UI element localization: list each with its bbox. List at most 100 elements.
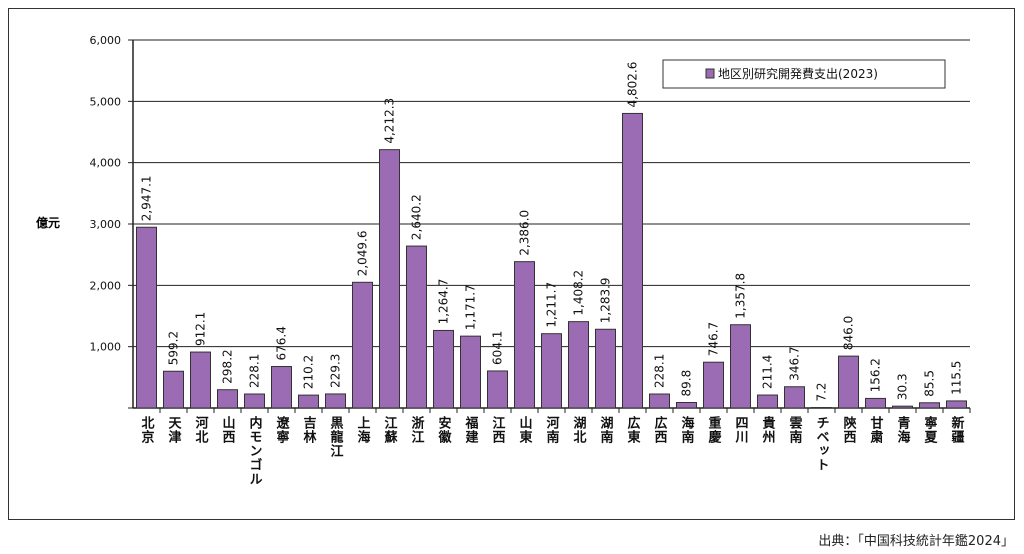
data-label: 604.1	[491, 331, 505, 365]
x-category-label: 貴州	[759, 416, 775, 444]
bar	[271, 366, 292, 409]
data-label: 746.7	[707, 322, 721, 356]
x-category-label: 天津	[165, 416, 181, 444]
data-label: 912.1	[194, 312, 208, 346]
bar	[703, 361, 724, 409]
bar	[838, 355, 859, 409]
x-category-label: 北京	[138, 416, 154, 444]
y-tick-label: 6,000	[90, 34, 122, 47]
x-category-label: 広東	[624, 416, 640, 444]
legend-swatch	[705, 68, 715, 79]
legend-label: 地区別研究開発費支出(2023)	[718, 66, 878, 81]
x-category-label: 安徽	[435, 416, 451, 444]
x-category-label: 山西	[219, 416, 235, 444]
x-category-label: 内モンゴル	[246, 416, 262, 486]
x-category-label: 河北	[192, 416, 208, 444]
bar	[163, 370, 184, 409]
bar	[352, 281, 373, 409]
x-category-label: 甘粛	[867, 416, 883, 444]
x-category-label: 黒龍江	[327, 416, 343, 458]
data-label: 4,212.3	[383, 98, 397, 144]
data-label: 1,211.7	[545, 282, 559, 328]
x-category-label: 江西	[489, 416, 505, 444]
bar	[919, 402, 940, 409]
data-label: 7.2	[815, 382, 829, 401]
bar	[946, 400, 967, 409]
data-label: 346.7	[788, 346, 802, 380]
bar	[460, 335, 481, 409]
source-note: 出典：「中国科技統計年鑑2024」	[818, 534, 1014, 549]
bar	[325, 393, 346, 409]
data-label: 4,802.6	[626, 62, 640, 108]
chart-frame	[8, 8, 1015, 520]
bar	[136, 226, 157, 409]
bar	[514, 261, 535, 409]
data-label: 676.4	[275, 326, 289, 360]
data-label: 211.4	[761, 355, 775, 389]
x-category-label: 河南	[543, 416, 559, 444]
bar	[784, 386, 805, 409]
data-label: 2,947.1	[140, 175, 154, 221]
x-category-label: チベット	[813, 416, 829, 472]
data-label: 156.2	[869, 358, 883, 392]
bar	[541, 333, 562, 409]
bar	[217, 389, 238, 409]
bar	[487, 370, 508, 409]
x-category-label: 遼寧	[273, 416, 289, 444]
data-label: 228.1	[248, 354, 262, 388]
bar	[190, 351, 211, 409]
data-label: 30.3	[896, 373, 910, 400]
data-label: 89.8	[680, 370, 694, 397]
data-label: 85.5	[923, 370, 937, 397]
bar	[298, 394, 319, 409]
data-label: 846.0	[842, 316, 856, 350]
x-category-label: 湖北	[570, 416, 586, 444]
x-category-label: 上海	[354, 416, 370, 444]
data-label: 1,171.7	[464, 284, 478, 330]
x-category-label: 浙江	[408, 416, 424, 444]
data-label: 298.2	[221, 349, 235, 383]
bar	[595, 328, 616, 409]
x-category-label: 広西	[651, 416, 667, 444]
data-label: 115.5	[950, 361, 964, 395]
x-category-label: 江蘇	[381, 416, 397, 444]
x-category-label: 四川	[732, 416, 748, 444]
bar	[676, 401, 697, 409]
data-label: 2,640.2	[410, 194, 424, 240]
bar	[865, 397, 886, 409]
data-label: 229.3	[329, 354, 343, 388]
data-label: 1,357.8	[734, 273, 748, 319]
data-label: 599.2	[167, 331, 181, 365]
data-label: 210.2	[302, 355, 316, 389]
x-category-label: 青海	[894, 416, 910, 444]
bar	[568, 321, 589, 409]
data-label: 2,386.0	[518, 210, 532, 256]
y-axis-label: 億元	[36, 216, 61, 230]
bar	[730, 324, 751, 409]
bar	[811, 407, 832, 409]
x-category-label: 新疆	[948, 416, 964, 444]
data-label: 1,264.7	[437, 279, 451, 325]
x-category-label: 寧夏	[921, 416, 937, 444]
y-tick-label: 2,000	[90, 279, 122, 292]
data-label: 2,049.6	[356, 230, 370, 276]
bar	[757, 394, 778, 409]
x-category-label: 福建	[462, 416, 478, 444]
data-label: 1,408.2	[572, 270, 586, 316]
x-category-label: 雲南	[786, 416, 802, 444]
y-tick-label: 1,000	[90, 341, 122, 354]
x-category-label: 吉林	[300, 416, 316, 444]
bar	[433, 329, 454, 409]
x-category-label: 湖南	[597, 416, 613, 444]
bar	[892, 405, 913, 409]
x-category-label: 陝西	[840, 416, 856, 444]
bar	[649, 393, 670, 409]
y-tick-label: 3,000	[90, 218, 122, 231]
bar	[379, 149, 400, 409]
data-label: 228.1	[653, 354, 667, 388]
bar	[622, 112, 643, 409]
y-tick-label: 5,000	[90, 95, 122, 108]
x-category-label: 山東	[516, 416, 532, 444]
